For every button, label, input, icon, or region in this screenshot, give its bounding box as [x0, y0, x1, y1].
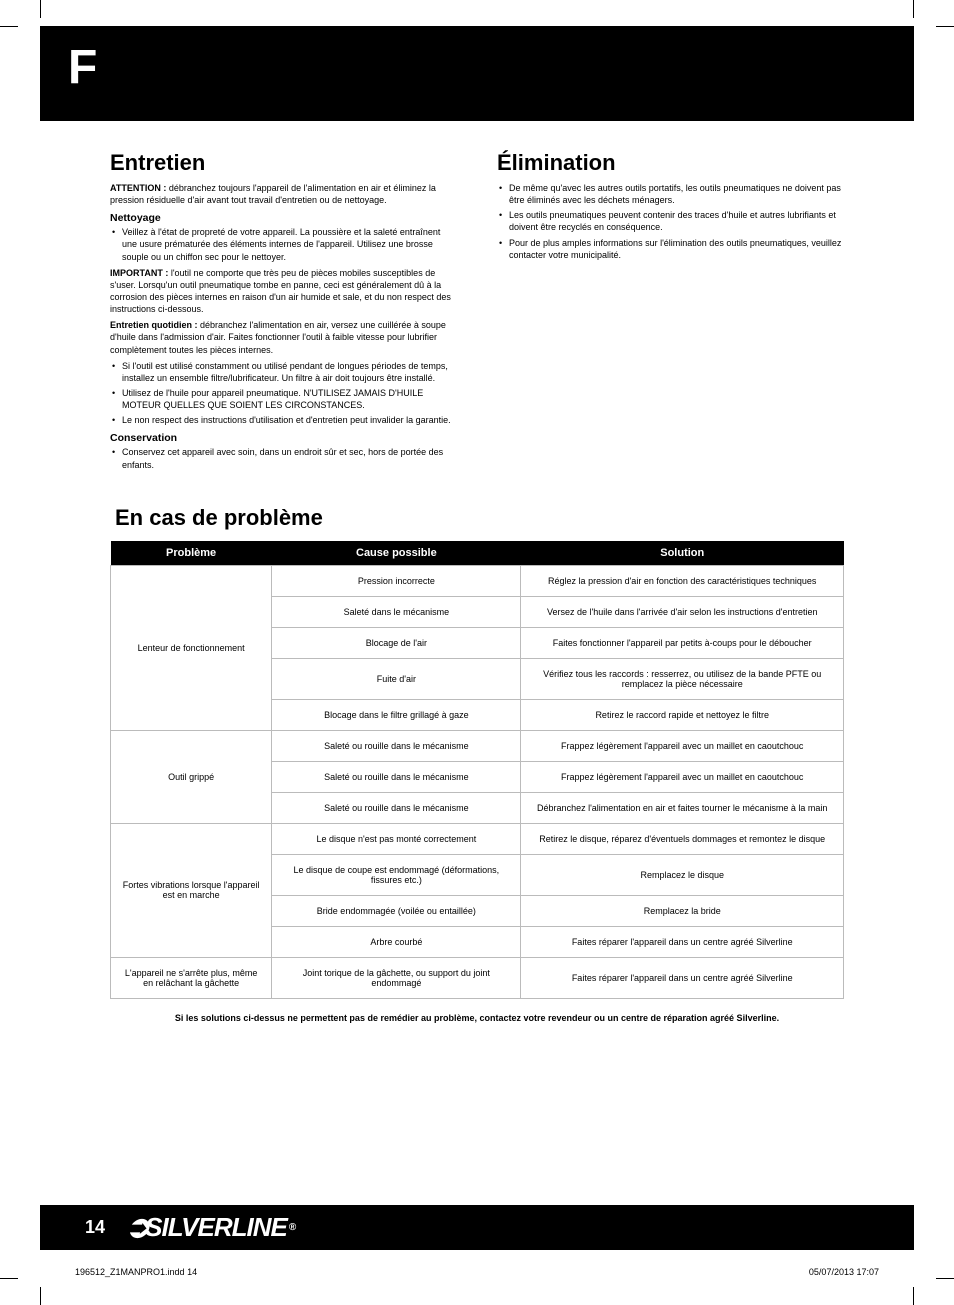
cell-solution: Frappez légèrement l'appareil avec un ma…	[521, 761, 844, 792]
list-item: Les outils pneumatiques peuvent contenir…	[497, 209, 844, 233]
cell-cause: Arbre courbé	[272, 926, 521, 957]
cell-cause: Le disque n'est pas monté correctement	[272, 823, 521, 854]
list-item: De même qu'avec les autres outils portat…	[497, 182, 844, 206]
print-metadata: 196512_Z1MANPRO1.indd 14 05/07/2013 17:0…	[75, 1267, 879, 1277]
cell-problem: L'appareil ne s'arrête plus, même en rel…	[111, 957, 272, 998]
brand-logo: ➲ SILVERLINE ®	[125, 1210, 295, 1245]
page-content: Entretien ATTENTION : débranchez toujour…	[110, 150, 844, 1037]
list-item: Conservez cet appareil avec soin, dans u…	[110, 446, 457, 470]
right-column: Élimination De même qu'avec les autres o…	[497, 150, 844, 475]
important-label: IMPORTANT :	[110, 268, 168, 278]
th-problem: Problème	[111, 541, 272, 566]
th-solution: Solution	[521, 541, 844, 566]
list-item: Utilisez de l'huile pour appareil pneuma…	[110, 387, 457, 411]
list-item: Le non respect des instructions d'utilis…	[110, 414, 457, 426]
header-bar	[40, 26, 914, 121]
language-marker: F	[68, 40, 97, 95]
troubleshoot-section: En cas de problème Problème Cause possib…	[110, 505, 844, 1037]
subheading-nettoyage: Nettoyage	[110, 212, 457, 224]
important-paragraph: IMPORTANT : l'outil ne comporte que très…	[110, 267, 457, 316]
cell-problem: Fortes vibrations lorsque l'appareil est…	[111, 823, 272, 957]
list-item: Veillez à l'état de propreté de votre ap…	[110, 226, 457, 262]
cell-solution: Faites fonctionner l'appareil par petits…	[521, 627, 844, 658]
cell-solution: Versez de l'huile dans l'arrivée d'air s…	[521, 596, 844, 627]
cell-solution: Remplacez la bride	[521, 895, 844, 926]
brand-name: SILVERLINE	[145, 1212, 287, 1243]
cell-cause: Saleté ou rouille dans le mécanisme	[272, 730, 521, 761]
page-number: 14	[40, 1217, 105, 1238]
heading-entretien: Entretien	[110, 150, 457, 176]
attention-label: ATTENTION :	[110, 183, 166, 193]
daily-list: Si l'outil est utilisé constamment ou ut…	[110, 360, 457, 427]
heading-troubleshoot: En cas de problème	[115, 505, 844, 531]
cell-solution: Faites réparer l'appareil dans un centre…	[521, 957, 844, 998]
cell-cause: Le disque de coupe est endommagé (déform…	[272, 854, 521, 895]
cell-solution: Retirez le raccord rapide et nettoyez le…	[521, 699, 844, 730]
cell-cause: Joint torique de la gâchette, ou support…	[272, 957, 521, 998]
list-item: Si l'outil est utilisé constamment ou ut…	[110, 360, 457, 384]
conservation-list: Conservez cet appareil avec soin, dans u…	[110, 446, 457, 470]
subheading-conservation: Conservation	[110, 432, 457, 444]
cell-cause: Pression incorrecte	[272, 565, 521, 596]
attention-paragraph: ATTENTION : débranchez toujours l'appare…	[110, 182, 457, 206]
th-cause: Cause possible	[272, 541, 521, 566]
registered-icon: ®	[289, 1222, 295, 1233]
heading-elimination: Élimination	[497, 150, 844, 176]
cell-problem: Lenteur de fonctionnement	[111, 565, 272, 730]
cell-cause: Saleté dans le mécanisme	[272, 596, 521, 627]
daily-paragraph: Entretien quotidien : débranchez l'alime…	[110, 319, 457, 355]
cell-cause: Fuite d'air	[272, 658, 521, 699]
cell-solution: Débranchez l'alimentation en air et fait…	[521, 792, 844, 823]
cell-solution: Frappez légèrement l'appareil avec un ma…	[521, 730, 844, 761]
elimination-list: De même qu'avec les autres outils portat…	[497, 182, 844, 261]
cell-cause: Saleté ou rouille dans le mécanisme	[272, 761, 521, 792]
cell-cause: Blocage de l'air	[272, 627, 521, 658]
print-file: 196512_Z1MANPRO1.indd 14	[75, 1267, 197, 1277]
list-item: Pour de plus amples informations sur l'é…	[497, 237, 844, 261]
daily-label: Entretien quotidien :	[110, 320, 198, 330]
cell-cause: Blocage dans le filtre grillagé à gaze	[272, 699, 521, 730]
troubleshoot-table: Problème Cause possible Solution Lenteur…	[110, 541, 844, 999]
cell-solution: Réglez la pression d'air en fonction des…	[521, 565, 844, 596]
table-footer-note: Si les solutions ci-dessus ne permettent…	[110, 999, 844, 1037]
cell-solution: Vérifiez tous les raccords : resserrez, …	[521, 658, 844, 699]
left-column: Entretien ATTENTION : débranchez toujour…	[110, 150, 457, 475]
print-date: 05/07/2013 17:07	[809, 1267, 879, 1277]
cell-solution: Remplacez le disque	[521, 854, 844, 895]
footer-bar: 14 ➲ SILVERLINE ®	[40, 1205, 914, 1250]
cell-cause: Bride endommagée (voilée ou entaillée)	[272, 895, 521, 926]
cell-solution: Faites réparer l'appareil dans un centre…	[521, 926, 844, 957]
nettoyage-list: Veillez à l'état de propreté de votre ap…	[110, 226, 457, 262]
cell-cause: Saleté ou rouille dans le mécanisme	[272, 792, 521, 823]
cell-problem: Outil grippé	[111, 730, 272, 823]
cell-solution: Retirez le disque, réparez d'éventuels d…	[521, 823, 844, 854]
